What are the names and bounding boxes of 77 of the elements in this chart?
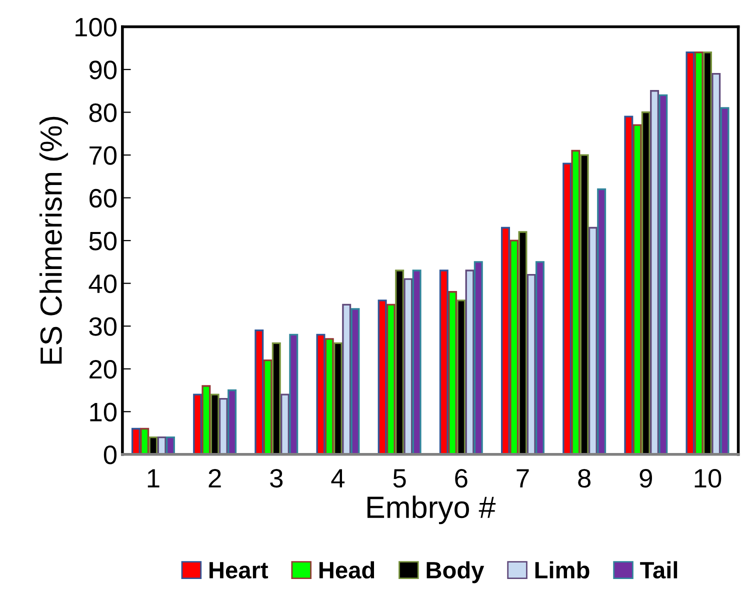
x-tick-label: 5 [393, 469, 406, 488]
bar [465, 270, 474, 454]
y-tick-label: 30 [89, 317, 117, 336]
legend-label: Head [319, 561, 374, 579]
legend-label: Body [426, 561, 484, 584]
y-axis-title: ES Chimerism (%) [40, 116, 68, 364]
bar [228, 389, 237, 454]
bar [571, 150, 580, 454]
bar [166, 436, 175, 454]
bar [280, 394, 290, 454]
x-tick-label: 10 [694, 468, 722, 488]
bar [535, 261, 544, 454]
bar [562, 162, 572, 454]
x-tick-label: 7 [516, 469, 529, 488]
bar [316, 334, 326, 454]
bar [350, 308, 360, 454]
bar [448, 291, 458, 454]
bar [140, 428, 150, 454]
bar [404, 278, 413, 454]
bar [624, 116, 634, 454]
bar [650, 90, 660, 454]
bar [474, 261, 483, 454]
bar [386, 304, 396, 454]
bar [131, 428, 140, 454]
bar [526, 274, 536, 454]
bar [148, 436, 158, 454]
x-tick-label: 2 [208, 468, 221, 488]
x-tick-label: 3 [270, 468, 283, 488]
y-tick-label: 50 [89, 232, 117, 250]
bar [641, 111, 650, 454]
bar [333, 342, 342, 454]
bar [289, 334, 298, 454]
bar [632, 124, 642, 454]
bar [218, 398, 228, 454]
bar [597, 188, 606, 454]
bar [712, 72, 721, 454]
bar [378, 300, 387, 454]
x-tick-label: 4 [331, 469, 345, 488]
bar [202, 385, 211, 454]
bar [658, 94, 668, 454]
legend-label: Heart [210, 562, 268, 579]
bar [263, 359, 272, 454]
y-tick-label: 70 [90, 146, 117, 165]
bar [210, 394, 220, 454]
y-tick-label: 20 [90, 360, 117, 379]
bar [272, 342, 281, 454]
y-tick-label: 90 [89, 60, 117, 80]
bar [324, 338, 334, 454]
bar [686, 52, 695, 454]
x-tick-label: 9 [640, 468, 652, 488]
x-tick-label: 6 [455, 468, 468, 488]
bar [580, 154, 589, 454]
x-axis-title: Embryo # [367, 496, 496, 524]
x-tick-label: 1 [148, 469, 160, 488]
bar [500, 226, 510, 454]
bar [510, 240, 519, 454]
bar [412, 270, 422, 454]
y-tick-label: 60 [90, 188, 117, 208]
bar [456, 300, 466, 454]
bar [439, 270, 448, 454]
legend-label: Tail [640, 561, 678, 579]
x-tick-label: 8 [578, 468, 591, 488]
y-tick-label: 0 [104, 446, 117, 464]
bar [395, 270, 404, 454]
bar [703, 52, 712, 454]
bar [518, 231, 528, 454]
bar [694, 52, 704, 454]
y-tick-label: 40 [88, 274, 117, 294]
y-tick-label: 100 [76, 18, 117, 37]
bar [720, 107, 730, 454]
bar [193, 394, 202, 454]
y-tick-label: 10 [90, 402, 117, 422]
y-tick-label: 80 [89, 103, 117, 122]
legend-label: Limb [535, 561, 590, 579]
bar [342, 304, 352, 454]
bar [254, 330, 264, 454]
bar [588, 226, 598, 454]
